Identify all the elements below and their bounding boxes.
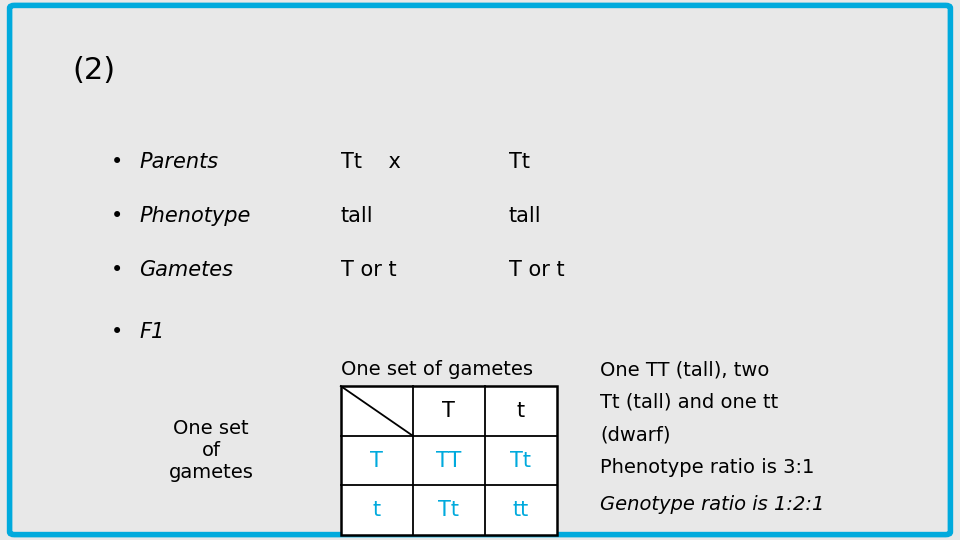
Text: T or t: T or t xyxy=(341,260,396,280)
Text: Phenotype: Phenotype xyxy=(139,206,251,226)
Text: (dwarf): (dwarf) xyxy=(600,425,670,444)
Text: (2): (2) xyxy=(72,56,115,85)
Text: •: • xyxy=(110,206,123,226)
Text: t: t xyxy=(516,401,525,421)
Text: Tt    x: Tt x xyxy=(341,152,400,172)
Text: •: • xyxy=(110,260,123,280)
Text: tall: tall xyxy=(341,206,373,226)
Text: One TT (tall), two: One TT (tall), two xyxy=(600,360,769,380)
Text: T or t: T or t xyxy=(509,260,564,280)
Text: One set
of
gametes: One set of gametes xyxy=(169,420,253,482)
FancyBboxPatch shape xyxy=(10,5,950,535)
Text: F1: F1 xyxy=(139,322,164,342)
Text: t: t xyxy=(372,500,381,521)
Text: TT: TT xyxy=(436,450,462,471)
Text: T: T xyxy=(443,401,455,421)
Text: Genotype ratio is 1:2:1: Genotype ratio is 1:2:1 xyxy=(600,495,825,515)
Text: Tt: Tt xyxy=(511,450,531,471)
Text: Tt: Tt xyxy=(509,152,530,172)
Text: Tt (tall) and one tt: Tt (tall) and one tt xyxy=(600,393,779,412)
Bar xyxy=(341,386,557,535)
Text: •: • xyxy=(110,322,123,342)
Text: •: • xyxy=(110,152,123,172)
Text: tall: tall xyxy=(509,206,541,226)
Text: Parents: Parents xyxy=(139,152,218,172)
Text: tt: tt xyxy=(513,500,529,521)
Text: Tt: Tt xyxy=(439,500,459,521)
Text: T: T xyxy=(371,450,383,471)
Text: Phenotype ratio is 3:1: Phenotype ratio is 3:1 xyxy=(600,457,814,477)
Text: Gametes: Gametes xyxy=(139,260,233,280)
Text: One set of gametes: One set of gametes xyxy=(341,360,533,380)
